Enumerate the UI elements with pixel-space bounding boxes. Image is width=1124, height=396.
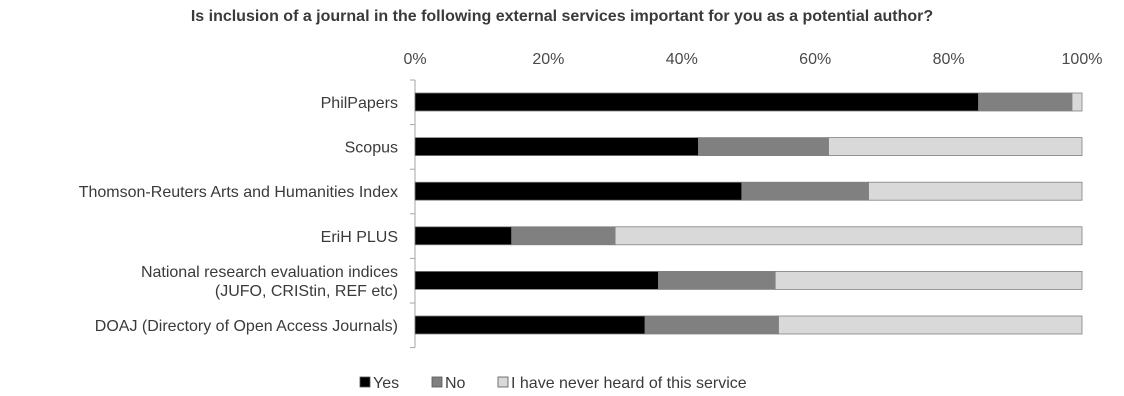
bar-segment: [774, 270, 1083, 290]
x-tick-label: 100%: [1062, 51, 1103, 68]
y-category-label: DOAJ (Directory of Open Access Journals): [95, 318, 398, 335]
bar-segment: [978, 92, 1073, 112]
x-tick-label: 80%: [933, 51, 965, 68]
chart-title: Is inclusion of a journal in the followi…: [190, 8, 934, 25]
bar-segment: [414, 181, 743, 201]
bar-segment: [778, 315, 1083, 335]
bar-segment: [414, 137, 699, 157]
y-category-label: PhilPapers: [321, 95, 398, 112]
bar-segment: [414, 270, 659, 290]
bar-segment: [1071, 92, 1083, 112]
y-category-label: (JUFO, CRIStin, REF etc): [215, 283, 398, 300]
legend: Yes No I have never heard of this service: [359, 375, 747, 392]
bar-segment: [828, 137, 1083, 157]
y-axis: PhilPapers Scopus Thomson-Reuters Arts and…: [79, 79, 416, 349]
bars: [414, 92, 1083, 335]
bar-segment: [414, 226, 513, 246]
y-category-label: National research evaluation indices: [141, 264, 398, 281]
legend-label: Yes: [373, 375, 399, 392]
bar-segment: [414, 315, 646, 335]
bar-segment: [741, 181, 869, 201]
y-category-label: Thomson-Reuters Arts and Humanities Inde…: [79, 184, 398, 201]
x-tick-label: 60%: [799, 51, 831, 68]
bar-segment: [614, 226, 1083, 246]
bar-segment: [414, 92, 980, 112]
x-tick-label: 40%: [666, 51, 698, 68]
bar-segment: [511, 226, 616, 246]
legend-label: I have never heard of this service: [511, 375, 747, 392]
bar-segment: [698, 137, 829, 157]
bar-segment: [868, 181, 1083, 201]
legend-swatch: [359, 376, 371, 388]
x-axis: 0% 20% 40% 60% 80% 100%: [403, 51, 1102, 68]
legend-label: No: [445, 375, 466, 392]
y-category-label: Scopus: [345, 140, 398, 157]
x-tick-label: 20%: [532, 51, 564, 68]
legend-swatch: [431, 376, 443, 388]
bar-segment: [644, 315, 779, 335]
bar-segment: [658, 270, 776, 290]
legend-swatch: [497, 376, 509, 388]
x-tick-label: 0%: [403, 51, 426, 68]
y-category-label: EriH PLUS: [321, 229, 398, 246]
